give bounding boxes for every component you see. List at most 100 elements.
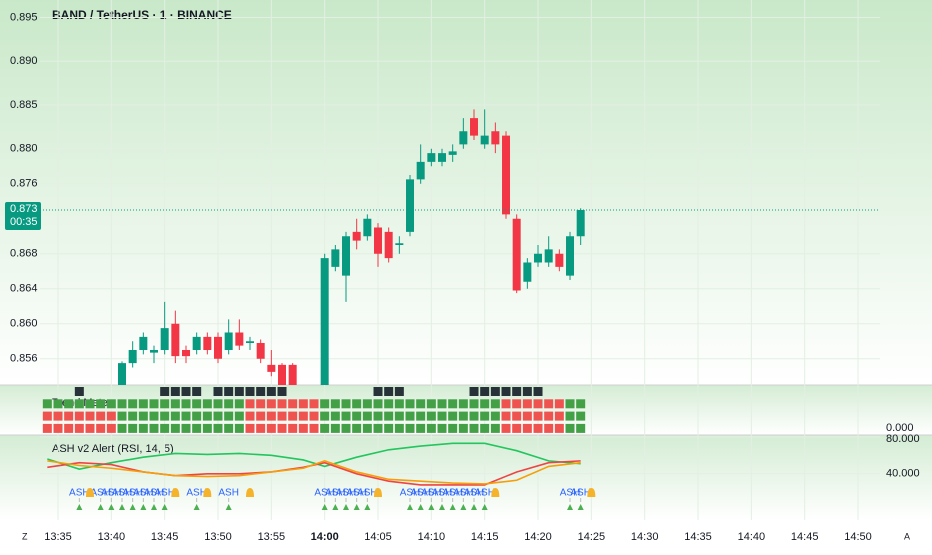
candle-body (278, 364, 287, 385)
trend-cell (181, 399, 191, 409)
y-tick-label: 0.880 (10, 143, 38, 155)
trend-cell (213, 387, 223, 396)
trend-cell (437, 423, 447, 433)
x-tick-label: 14:25 (578, 531, 606, 543)
trend-cell (480, 411, 490, 421)
trend-cell (522, 423, 532, 433)
trend-cell (426, 399, 436, 409)
trend-cell (565, 423, 575, 433)
signal-label: ASH (346, 488, 367, 499)
trend-cell (341, 411, 351, 421)
x-tick-label: 13:50 (204, 531, 232, 543)
signal-arrow (332, 504, 339, 510)
trend-cell (256, 411, 266, 421)
signal-label: ASH (133, 488, 154, 499)
candle-body (139, 336, 148, 350)
y-tick-label: 40.000 (886, 468, 920, 480)
candle-body (363, 218, 372, 237)
trend-cell (96, 411, 106, 421)
trend-cell (181, 411, 191, 421)
trend-cell (298, 423, 308, 433)
signal-arrow (407, 504, 414, 510)
trend-cell (341, 399, 351, 409)
signal-label: ASH (314, 488, 335, 499)
trend-cell (309, 399, 319, 409)
trend-cell (224, 387, 234, 396)
signal-label: ASH (218, 488, 239, 499)
alert-bell (86, 488, 95, 497)
trend-cell (42, 423, 52, 433)
trend-cell (181, 423, 191, 433)
signal-label: ASH (432, 488, 453, 499)
candle-body (544, 249, 553, 263)
x-tick-label: 14:50 (844, 531, 872, 543)
candle-body (256, 343, 265, 359)
trend-cell (501, 423, 511, 433)
trend-cell (245, 423, 255, 433)
trend-cell (394, 423, 404, 433)
trend-cell (501, 399, 511, 409)
trend-cell (170, 411, 180, 421)
trend-cell (565, 411, 575, 421)
signal-arrow (151, 504, 158, 510)
signal-arrow (193, 504, 200, 510)
signal-label: ASH (410, 488, 431, 499)
trend-cell (42, 399, 52, 409)
candle-body (224, 332, 233, 350)
trend-cell (245, 387, 255, 396)
trend-cell (405, 423, 415, 433)
y-tick-label: 80.000 (886, 433, 920, 445)
trend-cell (181, 387, 191, 396)
alert-bell (374, 488, 383, 497)
trend-cell (490, 423, 500, 433)
trend-cell (576, 399, 586, 409)
signal-label: ASH (112, 488, 133, 499)
trend-cell (480, 423, 490, 433)
trend-cell (512, 399, 522, 409)
trend-cell (170, 399, 180, 409)
signal-arrow (577, 504, 584, 510)
trend-cell (490, 387, 500, 396)
signal-arrow (481, 504, 488, 510)
trend-cell (234, 411, 244, 421)
trend-cell (362, 423, 372, 433)
trend-cell (437, 399, 447, 409)
trend-cell (170, 423, 180, 433)
trend-cell (533, 411, 543, 421)
trend-cell (245, 411, 255, 421)
trend-cell (384, 399, 394, 409)
trend-cell (192, 411, 202, 421)
trend-cell (554, 411, 564, 421)
trend-cell (384, 387, 394, 396)
x-tick-label: 14:30 (631, 531, 659, 543)
candle-body (566, 236, 575, 276)
candle-body (118, 363, 127, 385)
x-tick-label: 13:40 (98, 531, 126, 543)
trend-cell (192, 423, 202, 433)
trend-cell (42, 411, 52, 421)
trend-cell (512, 423, 522, 433)
signal-label: ASH (122, 488, 143, 499)
signal-arrow (353, 504, 360, 510)
signal-label: ASH (186, 488, 207, 499)
trend-cell (320, 423, 330, 433)
candle-body (246, 341, 255, 343)
candle-body (555, 253, 564, 267)
trend-cell (74, 399, 84, 409)
trend-cell (576, 423, 586, 433)
alert-bell (587, 488, 596, 497)
trend-cell (394, 387, 404, 396)
signal-label: ASH (570, 488, 591, 499)
trend-cell (458, 423, 468, 433)
signal-arrow (417, 504, 424, 510)
candle-body (534, 253, 543, 263)
candle-body (203, 336, 212, 350)
trend-cell (480, 399, 490, 409)
candle-body (502, 135, 511, 215)
trend-cell (266, 423, 276, 433)
trend-cell (256, 399, 266, 409)
trend-cell (501, 411, 511, 421)
trend-cell (458, 411, 468, 421)
candle-body (384, 231, 393, 259)
candle-body (416, 161, 425, 180)
